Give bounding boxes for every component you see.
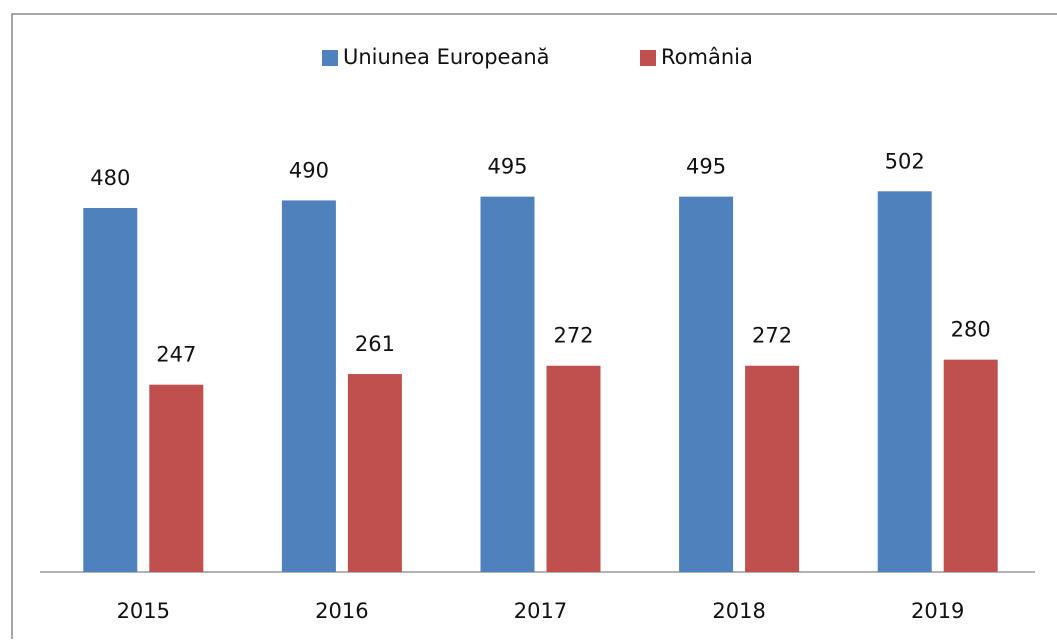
data-label: 490 xyxy=(289,158,329,182)
legend-swatch xyxy=(640,50,656,66)
x-tick-label: 2017 xyxy=(514,599,567,623)
x-tick-label: 2016 xyxy=(315,599,368,623)
data-label: 495 xyxy=(487,155,527,179)
legend-label: România xyxy=(661,45,753,69)
x-tick-label: 2018 xyxy=(712,599,765,623)
data-label: 480 xyxy=(90,166,130,190)
x-tick-label: 2015 xyxy=(117,599,170,623)
bar xyxy=(943,359,998,572)
data-label: 502 xyxy=(885,149,925,173)
x-tick-label: 2019 xyxy=(911,599,964,623)
bar xyxy=(149,384,204,572)
bar xyxy=(679,196,734,572)
legend-swatch xyxy=(322,50,338,66)
bar xyxy=(480,196,535,572)
data-label: 495 xyxy=(686,155,726,179)
data-label: 261 xyxy=(355,332,395,356)
legend-label: Uniunea Europeană xyxy=(343,45,550,69)
data-label: 280 xyxy=(951,318,991,342)
bar xyxy=(745,365,800,572)
bar xyxy=(281,200,336,572)
data-label: 272 xyxy=(752,324,792,348)
bar xyxy=(347,374,402,572)
bar xyxy=(877,191,932,573)
bar xyxy=(546,365,601,572)
data-label: 272 xyxy=(553,324,593,348)
bar xyxy=(83,208,138,572)
data-label: 247 xyxy=(156,343,196,367)
